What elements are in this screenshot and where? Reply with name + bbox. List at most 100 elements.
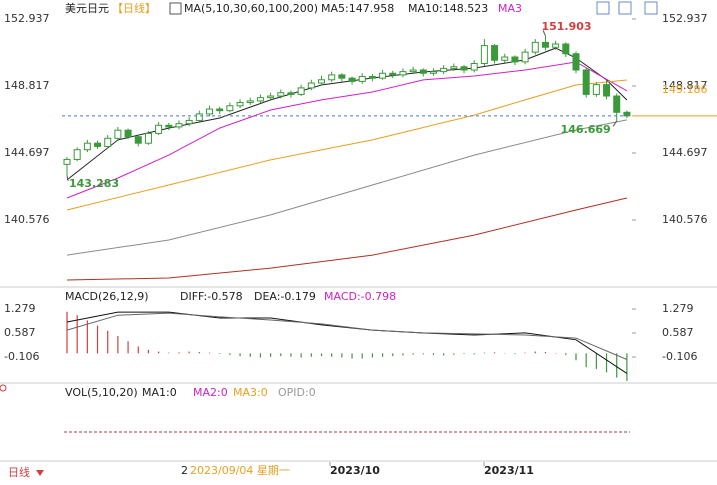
- candle-body: [491, 45, 499, 61]
- macd-item: MACD:-0.798: [324, 290, 396, 303]
- y-tick-label: 144.697: [662, 146, 708, 159]
- candle-body: [134, 136, 142, 144]
- indicator-line: [66, 47, 628, 181]
- candle-body: [379, 72, 387, 79]
- vol-header: VOL(5,10,20) MA1:0 MA2:0 MA3:0 OPID:0: [65, 386, 316, 399]
- candle-body: [368, 76, 376, 79]
- candle-body: [307, 82, 315, 89]
- candle-body: [297, 87, 305, 95]
- ma-params: MA(5,10,30,60,100,200): [184, 2, 318, 15]
- candle-body: [541, 41, 549, 48]
- y-tick-label: 140.576: [662, 213, 708, 226]
- macd-item: DEA:-0.179: [254, 290, 316, 303]
- candle-body: [216, 108, 224, 112]
- indicator-line: [66, 312, 628, 360]
- tool-icon[interactable]: [618, 1, 632, 15]
- candle-body: [206, 108, 214, 115]
- candle-body: [246, 100, 254, 104]
- candle-body: [104, 137, 112, 147]
- candle-body: [552, 43, 560, 48]
- vol-item: MA2:0: [193, 386, 228, 399]
- y-tick-label: 1.279: [662, 302, 694, 315]
- candle-body: [165, 124, 173, 128]
- candle-body: [73, 149, 81, 160]
- ma-price-label: 149.186: [662, 83, 708, 96]
- candle-body: [409, 69, 417, 73]
- y-tick-label: 1.279: [4, 302, 36, 315]
- y-tick-label: -0.106: [4, 350, 39, 363]
- candle-body: [155, 124, 163, 134]
- candle-body: [470, 63, 478, 71]
- candle-body: [195, 113, 203, 121]
- candle-body: [429, 71, 437, 74]
- candle-body: [480, 45, 488, 65]
- candle-body: [521, 51, 529, 63]
- y-tick-label: 148.817: [662, 79, 708, 92]
- y-tick-label: 148.817: [4, 79, 50, 92]
- extreme-pointer: [542, 30, 546, 37]
- candle-body: [582, 69, 590, 95]
- indicator-line: [66, 61, 628, 199]
- candle-body: [185, 119, 193, 125]
- candle-body: [603, 84, 611, 97]
- macd-item: DIFF:-0.578: [180, 290, 243, 303]
- header: 美元日元 【日线】 MA(5,10,30,60,100,200) MA5:147…: [65, 1, 658, 15]
- candle-body: [440, 67, 448, 73]
- dropdown-arrow[interactable]: [36, 470, 44, 476]
- extreme-pointer: [612, 120, 618, 127]
- candle-body: [338, 74, 346, 79]
- y-tick-label: 140.576: [4, 213, 50, 226]
- candle-body: [236, 102, 244, 107]
- candle-body: [562, 43, 570, 55]
- extreme-pointer: [66, 175, 69, 181]
- indicator-line: [66, 119, 627, 256]
- candle-body: [592, 84, 600, 95]
- candle-body: [94, 142, 102, 147]
- candle-body: [623, 111, 631, 117]
- period[interactable]: 【日线】: [112, 1, 156, 15]
- candle-body: [511, 56, 519, 63]
- candle-body: [501, 56, 509, 61]
- ma-value: MA5:147.958: [321, 2, 394, 15]
- y-tick-label: 144.697: [4, 146, 50, 159]
- candle-body: [389, 72, 397, 76]
- candle-body: [358, 76, 366, 82]
- y-tick-label: 0.587: [662, 326, 694, 339]
- candle-body: [328, 74, 336, 81]
- period-button[interactable]: 日线: [8, 465, 30, 479]
- tool-icon[interactable]: [596, 1, 610, 15]
- symbol: 美元日元: [65, 2, 109, 15]
- extreme-label: 146.669: [561, 123, 611, 136]
- candle-body: [318, 79, 325, 84]
- candle-body: [63, 158, 71, 165]
- candle-body: [124, 129, 132, 138]
- macd-header: MACD(26,12,9) DIFF:-0.578 DEA:-0.179 MAC…: [65, 290, 396, 303]
- candle-body: [287, 92, 295, 95]
- ma-value: MA10:148.523: [408, 2, 488, 15]
- vol-item: MA1:0: [142, 386, 177, 399]
- candle-body: [277, 92, 285, 97]
- extreme-label: 151.903: [541, 20, 591, 33]
- candle-body: [267, 95, 275, 99]
- crosshair-prefix: 2: [181, 464, 188, 477]
- macd-params: MACD(26,12,9): [65, 290, 149, 303]
- crosshair-date: 2023/09/04 星期一: [190, 464, 290, 477]
- vol-item: MA3:0: [233, 386, 268, 399]
- extreme-label: 143.283: [69, 177, 119, 190]
- candle-body: [613, 95, 621, 113]
- candle-body: [175, 123, 183, 128]
- ma-value: MA3: [498, 2, 522, 15]
- candle-body: [256, 97, 264, 102]
- x-tick-label: 2023/10: [330, 464, 380, 477]
- candle-body: [399, 71, 407, 76]
- candle-body: [531, 41, 539, 53]
- y-tick-label: -0.106: [662, 350, 697, 363]
- candle-body: [572, 53, 580, 71]
- candle-body: [419, 69, 427, 74]
- tool-icon[interactable]: [644, 1, 658, 15]
- settings-icon[interactable]: [0, 384, 7, 392]
- candle-body: [144, 132, 152, 144]
- vol-item: OPID:0: [278, 386, 316, 399]
- ma-icon[interactable]: [169, 2, 182, 15]
- candle-body: [83, 142, 91, 151]
